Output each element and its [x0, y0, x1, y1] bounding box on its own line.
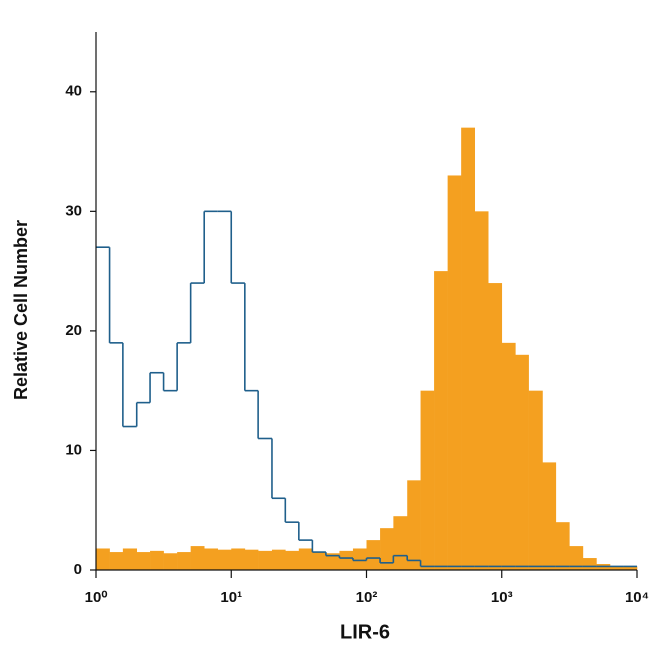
histogram-bar	[461, 127, 476, 571]
x-tick-label: 10⁴	[625, 589, 649, 606]
y-tick-label: 30	[65, 202, 82, 219]
histogram-bar	[420, 390, 435, 570]
histogram-bar	[609, 566, 624, 570]
histogram-bar	[407, 480, 421, 570]
histogram-bar	[339, 550, 354, 570]
histogram-bar	[393, 516, 408, 570]
histogram-bar	[204, 548, 219, 570]
histogram-bar	[231, 548, 246, 570]
histogram-bar	[177, 552, 191, 570]
histogram-bar	[122, 548, 138, 570]
histogram-bar	[325, 553, 340, 570]
histogram-bar	[555, 522, 570, 570]
histogram-bar	[501, 342, 516, 570]
histogram-bar	[150, 550, 164, 570]
y-tick-label: 0	[74, 561, 82, 578]
histogram-bar	[217, 549, 232, 570]
histogram-bar	[542, 462, 557, 570]
histogram-bar	[163, 553, 178, 570]
y-tick-label: 40	[65, 83, 82, 100]
histogram-bar	[474, 211, 489, 571]
histogram-bar	[298, 548, 313, 570]
histogram-bar	[271, 549, 286, 570]
y-axis-label: Relative Cell Number	[11, 220, 31, 400]
histogram-bar	[528, 390, 543, 570]
histogram-bar	[352, 548, 367, 570]
x-tick-label: 10³	[491, 589, 513, 606]
histogram-bar	[434, 271, 448, 570]
step-connector	[108, 211, 422, 567]
y-tick-label: 10	[65, 441, 82, 458]
histogram-bar	[515, 354, 529, 570]
x-axis-label: LIR-6	[340, 621, 390, 643]
histogram-bar	[96, 548, 110, 570]
histogram-bar	[109, 552, 124, 570]
histogram-bar	[569, 546, 584, 570]
histogram-bar	[312, 552, 327, 570]
histogram-bar	[380, 528, 394, 570]
histogram-bar	[244, 549, 259, 570]
x-tick-label: 10²	[356, 589, 378, 606]
histogram-bar	[582, 558, 597, 570]
histogram-bar	[136, 552, 151, 570]
x-tick-label: 10¹	[220, 589, 242, 606]
histogram-bar	[623, 566, 638, 570]
histogram-bar	[447, 175, 462, 570]
histogram-bar	[258, 550, 273, 570]
histogram-bar	[190, 546, 205, 570]
histogram-bar	[285, 550, 300, 570]
histogram-bar	[488, 283, 503, 570]
histogram-bar	[366, 540, 381, 570]
y-tick-label: 20	[65, 322, 82, 339]
x-tick-label: 10⁰	[85, 589, 108, 606]
